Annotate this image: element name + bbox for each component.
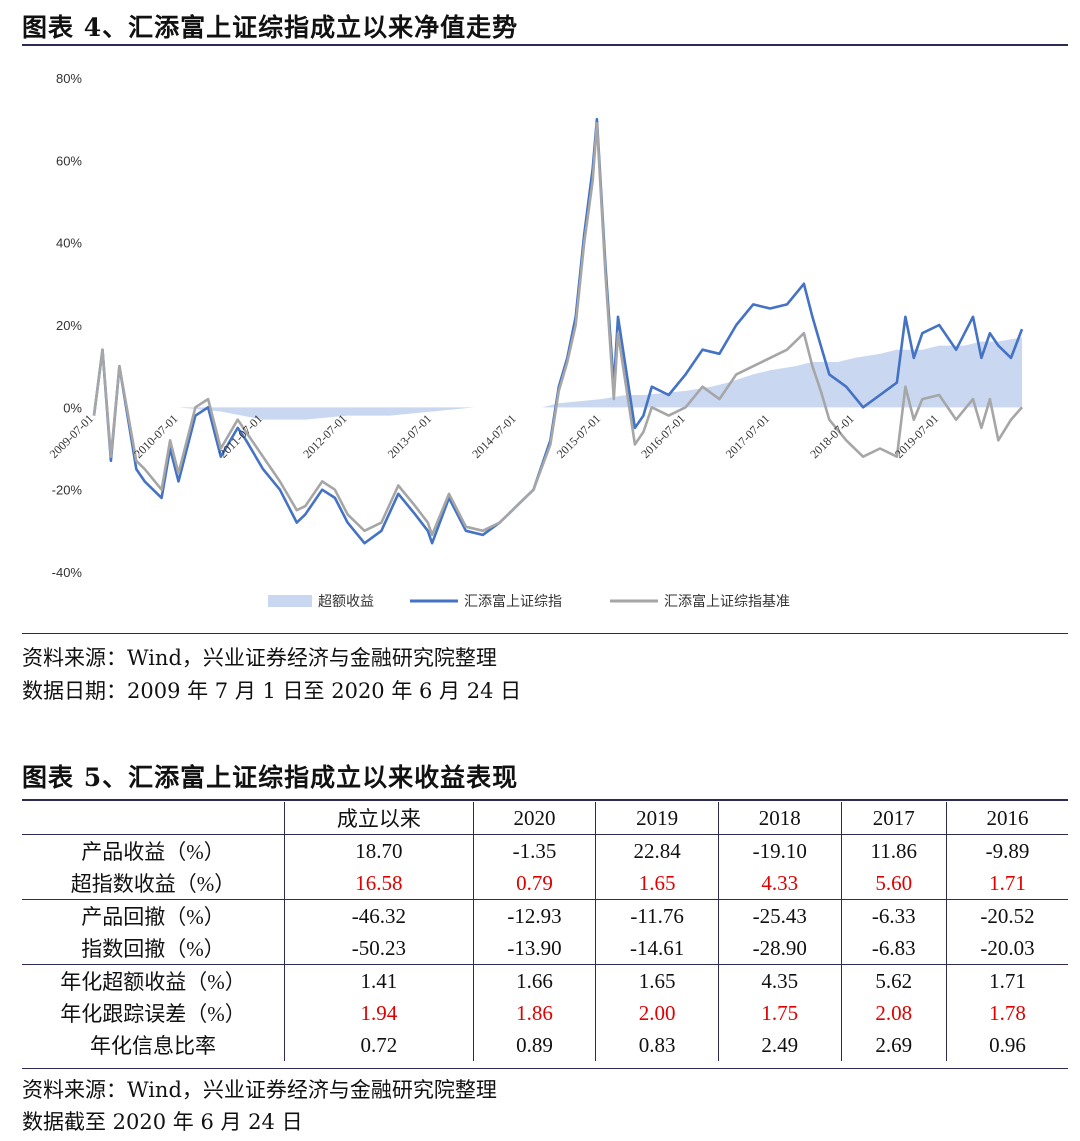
row-label: 产品回撤（%） [22,899,285,932]
figure-5-top-rule [22,799,1068,801]
figure-4-title: 图表 4、汇添富上证综指成立以来净值走势 [22,13,519,42]
table-cell: 1.65 [595,867,719,900]
header-cell: 2018 [717,802,842,835]
table-row: 年化信息比率 0.72 0.89 0.83 2.49 2.69 0.96 [22,1029,1068,1061]
row-label: 年化超额收益（%） [22,964,285,997]
legend-label-excess: 超额收益 [318,594,374,610]
row-label: 年化信息比率 [90,1034,216,1058]
y-tick-label: 20% [56,318,82,333]
header-cell: 2017 [840,802,947,835]
table-cell: 0.72 [284,1029,474,1061]
table-cell: 1.86 [472,997,596,1029]
y-tick-label: 80% [56,71,82,86]
table-cell: 0.96 [945,1029,1068,1061]
table-cell: 0.89 [472,1029,596,1061]
table-cell: -9.89 [945,834,1068,867]
y-tick-label: -40% [52,565,83,580]
table-cell: 1.65 [595,964,719,997]
x-tick-label: 2009-07-01 [47,412,96,461]
table-cell: -11.76 [595,899,719,932]
figure-5-source: 资料来源：Wind，兴业证券经济与金融研究院整理 [22,1078,497,1102]
table-cell: 4.33 [717,867,842,900]
table-cell: 2.49 [717,1029,842,1061]
row-label: 超指数收益（%） [70,872,236,896]
benchmark-series-line [92,122,1023,537]
figure-5-title: 图表 5、汇添富上证综指成立以来收益表现 [22,763,519,792]
x-tick-label: 2013-07-01 [385,412,434,461]
figure-5-date-note: 数据截至 2020 年 6 月 24 日 [22,1110,303,1134]
table-cell: 2.69 [840,1029,947,1061]
header-cell: 成立以来 [284,802,474,835]
figure-4-bottom-rule [22,633,1068,634]
returns-table: 成立以来 2020 2019 2018 2017 2016 产品收益（%） 18.… [22,802,1068,1061]
x-tick-label: 2017-07-01 [723,412,772,461]
table-row: 产品回撤（%） -46.32 -12.93 -11.76 -25.43 -6.33 -20.… [22,899,1068,932]
header-cell: 2016 [945,802,1068,835]
table-cell: -6.33 [840,899,947,932]
table-cell: 4.35 [717,964,842,997]
y-tick-label: 60% [56,153,82,168]
table-cell: 5.62 [840,964,947,997]
x-tick-label: 2014-07-01 [469,412,518,461]
row-label: 指数回撤（%） [81,937,225,961]
table-cell: -50.23 [284,932,474,965]
x-tick-label: 2011-07-01 [216,412,265,461]
table-cell: 16.58 [284,867,474,900]
table-cell: -20.52 [945,899,1068,932]
net-value-chart: 80%60%40%20%0%-20%-40%2009-07-01 2010-07-… [47,71,1024,610]
fund-series-line [92,117,1024,545]
figure-4-date-note: 数据日期：2009 年 7 月 1 日至 2020 年 6 月 24 日 [22,679,522,703]
table-cell: 1.71 [945,964,1068,997]
table-cell: 2.00 [595,997,719,1029]
table-cell: -25.43 [717,899,842,932]
table-cell: 1.94 [284,997,474,1029]
table-row: 超指数收益（%） 16.58 0.79 1.65 4.33 5.60 1.71 [22,867,1068,900]
x-tick-label: 2016-07-01 [638,412,687,461]
table-row: 指数回撤（%） -50.23 -13.90 -14.61 -28.90 -6.83 -20.… [22,932,1068,965]
legend-label-fund: 汇添富上证综指 [464,593,562,610]
x-tick-label: 2018-07-01 [807,412,856,461]
header-cell: 2019 [595,802,719,835]
header-cell: 2020 [472,802,596,835]
table-cell: -1.35 [472,834,596,867]
table-row: 年化超额收益（%） 1.41 1.66 1.65 4.35 5.62 1.71 [22,964,1068,997]
table-cell: -19.10 [717,834,842,867]
figure-4-top-rule [22,44,1068,46]
table-body: 产品收益（%） 18.70 -1.35 22.84 -19.10 11.86 -9.89 超指… [22,834,1068,1061]
row-label: 产品收益（%） [81,840,225,864]
table-cell: -28.90 [717,932,842,965]
table-cell: 1.41 [284,964,474,997]
table-row: 年化跟踪误差（%） 1.94 1.86 2.00 1.75 2.08 1.78 [22,997,1068,1029]
table-cell: 2.08 [840,997,947,1029]
table-cell: 0.83 [595,1029,719,1061]
table-cell: 5.60 [840,867,947,900]
table-cell: 22.84 [595,834,719,867]
table-cell: 1.66 [472,964,596,997]
table-cell: -46.32 [284,899,474,932]
y-tick-label: 0% [63,400,82,415]
table-header-row: 成立以来 2020 2019 2018 2017 2016 [22,802,1068,835]
table-cell: -20.03 [945,932,1068,965]
table-cell: -12.93 [472,899,596,932]
row-label: 年化跟踪误差（%） [60,1002,246,1026]
table-cell: 1.75 [717,997,842,1029]
legend-swatch-excess [268,595,312,607]
table-cell: -14.61 [595,932,719,965]
legend-label-benchmark: 汇添富上证综指基准 [664,593,790,610]
x-tick-label: 2015-07-01 [554,412,603,461]
table-cell: 1.78 [945,997,1068,1029]
figure-4-source: 资料来源：Wind，兴业证券经济与金融研究院整理 [22,646,497,670]
y-tick-label: -20% [52,483,83,498]
table-cell: -6.83 [840,932,947,965]
excess-return-area [94,337,1022,420]
table-cell: 0.79 [472,867,596,900]
table-cell: 11.86 [840,834,947,867]
table-cell: -13.90 [472,932,596,965]
figure-5-bottom-rule [22,1068,1068,1069]
table-cell: 18.70 [284,834,474,867]
header-cell [22,802,285,835]
table-row: 产品收益（%） 18.70 -1.35 22.84 -19.10 11.86 -9.89 [22,834,1068,867]
y-tick-label: 40% [56,236,82,251]
table-cell: 1.71 [945,867,1068,900]
